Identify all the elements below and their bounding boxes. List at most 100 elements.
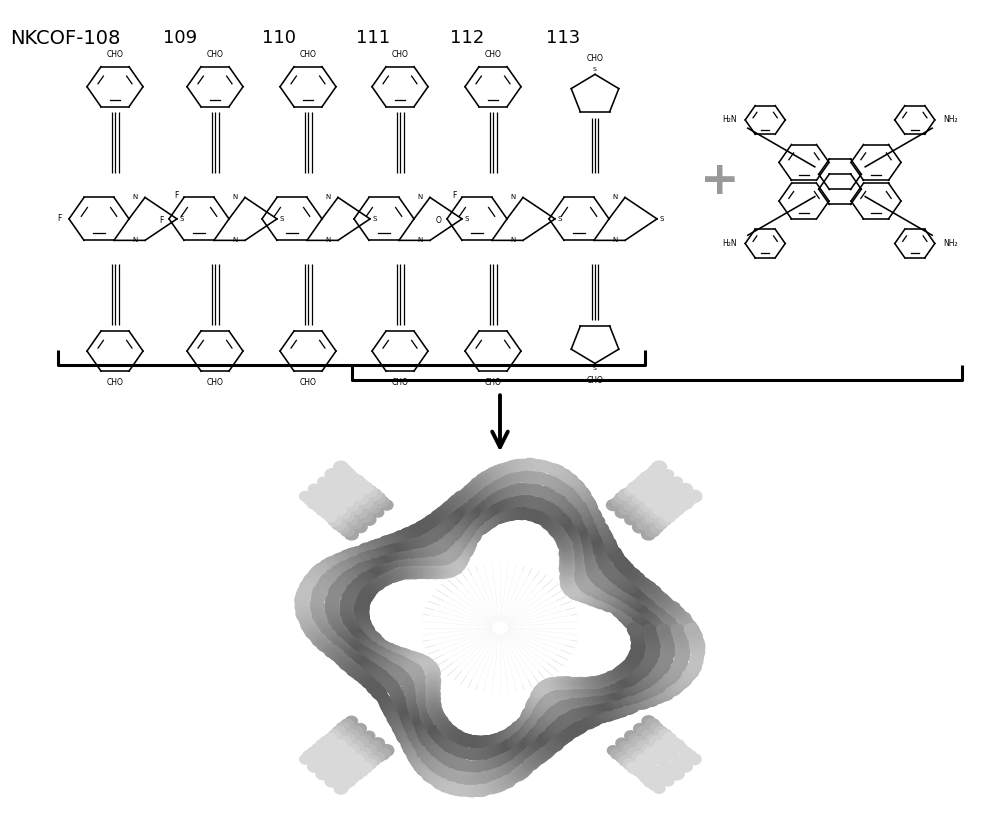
Circle shape bbox=[567, 727, 579, 737]
Circle shape bbox=[410, 707, 423, 718]
Circle shape bbox=[575, 591, 587, 601]
Circle shape bbox=[626, 568, 640, 581]
Circle shape bbox=[640, 772, 653, 783]
Circle shape bbox=[399, 561, 412, 571]
Circle shape bbox=[417, 535, 431, 547]
Circle shape bbox=[427, 691, 439, 700]
Circle shape bbox=[662, 640, 674, 650]
Circle shape bbox=[452, 559, 465, 570]
Circle shape bbox=[435, 764, 449, 776]
Circle shape bbox=[407, 539, 422, 551]
Circle shape bbox=[400, 710, 411, 719]
Text: CHO: CHO bbox=[207, 50, 223, 59]
Circle shape bbox=[460, 548, 471, 558]
Circle shape bbox=[407, 749, 420, 760]
Circle shape bbox=[460, 542, 475, 554]
Circle shape bbox=[384, 705, 398, 717]
Circle shape bbox=[569, 552, 583, 564]
Circle shape bbox=[415, 537, 428, 548]
Circle shape bbox=[675, 654, 688, 665]
Circle shape bbox=[383, 703, 396, 714]
Circle shape bbox=[336, 736, 351, 748]
Circle shape bbox=[580, 547, 592, 558]
Circle shape bbox=[345, 623, 358, 633]
Circle shape bbox=[485, 770, 500, 782]
Circle shape bbox=[495, 500, 508, 510]
Text: N: N bbox=[325, 194, 331, 201]
Circle shape bbox=[548, 678, 561, 689]
Circle shape bbox=[482, 748, 496, 759]
Circle shape bbox=[435, 525, 447, 534]
Circle shape bbox=[608, 595, 620, 605]
Circle shape bbox=[339, 551, 353, 562]
Circle shape bbox=[597, 712, 610, 722]
Circle shape bbox=[320, 479, 334, 491]
Circle shape bbox=[387, 534, 399, 544]
Circle shape bbox=[610, 572, 623, 582]
Circle shape bbox=[492, 501, 505, 511]
Circle shape bbox=[601, 534, 613, 544]
Circle shape bbox=[556, 677, 570, 689]
Circle shape bbox=[532, 752, 546, 764]
Circle shape bbox=[495, 744, 508, 755]
Circle shape bbox=[630, 609, 642, 619]
Circle shape bbox=[340, 612, 355, 624]
Circle shape bbox=[416, 725, 429, 736]
Circle shape bbox=[604, 542, 617, 553]
Circle shape bbox=[658, 608, 669, 617]
Circle shape bbox=[633, 699, 645, 710]
Circle shape bbox=[580, 553, 595, 564]
Circle shape bbox=[504, 496, 518, 508]
Circle shape bbox=[401, 713, 414, 724]
Circle shape bbox=[356, 672, 369, 682]
Circle shape bbox=[380, 536, 394, 548]
Circle shape bbox=[328, 586, 343, 599]
Circle shape bbox=[496, 767, 508, 778]
Circle shape bbox=[325, 634, 337, 643]
Circle shape bbox=[564, 529, 578, 541]
Circle shape bbox=[577, 706, 590, 717]
Circle shape bbox=[594, 551, 607, 562]
Circle shape bbox=[527, 497, 541, 508]
Circle shape bbox=[480, 785, 491, 795]
Circle shape bbox=[411, 567, 424, 578]
Circle shape bbox=[531, 692, 543, 702]
Circle shape bbox=[401, 528, 416, 540]
Circle shape bbox=[524, 757, 539, 770]
Circle shape bbox=[359, 594, 370, 604]
Circle shape bbox=[686, 627, 700, 638]
Circle shape bbox=[611, 668, 625, 680]
Circle shape bbox=[620, 591, 633, 601]
Circle shape bbox=[402, 681, 416, 692]
Circle shape bbox=[384, 663, 396, 673]
Circle shape bbox=[484, 784, 496, 794]
Circle shape bbox=[616, 558, 629, 569]
Circle shape bbox=[687, 666, 698, 675]
Circle shape bbox=[643, 776, 658, 787]
Circle shape bbox=[483, 772, 495, 782]
Circle shape bbox=[315, 740, 329, 751]
Circle shape bbox=[385, 547, 396, 556]
Circle shape bbox=[574, 720, 588, 733]
Circle shape bbox=[393, 694, 406, 705]
Circle shape bbox=[654, 593, 669, 605]
Circle shape bbox=[420, 518, 434, 529]
Circle shape bbox=[326, 762, 337, 771]
Circle shape bbox=[451, 540, 465, 551]
Circle shape bbox=[641, 622, 656, 634]
Circle shape bbox=[569, 549, 582, 559]
Circle shape bbox=[579, 685, 593, 696]
Circle shape bbox=[441, 553, 453, 563]
Circle shape bbox=[382, 643, 396, 655]
Circle shape bbox=[397, 552, 411, 563]
Circle shape bbox=[407, 539, 420, 550]
Circle shape bbox=[449, 543, 463, 554]
Circle shape bbox=[345, 729, 359, 741]
Circle shape bbox=[553, 482, 566, 491]
Circle shape bbox=[550, 526, 565, 538]
Circle shape bbox=[321, 642, 333, 653]
Circle shape bbox=[535, 513, 548, 524]
Circle shape bbox=[426, 689, 440, 700]
Circle shape bbox=[324, 632, 336, 642]
Circle shape bbox=[432, 762, 446, 774]
